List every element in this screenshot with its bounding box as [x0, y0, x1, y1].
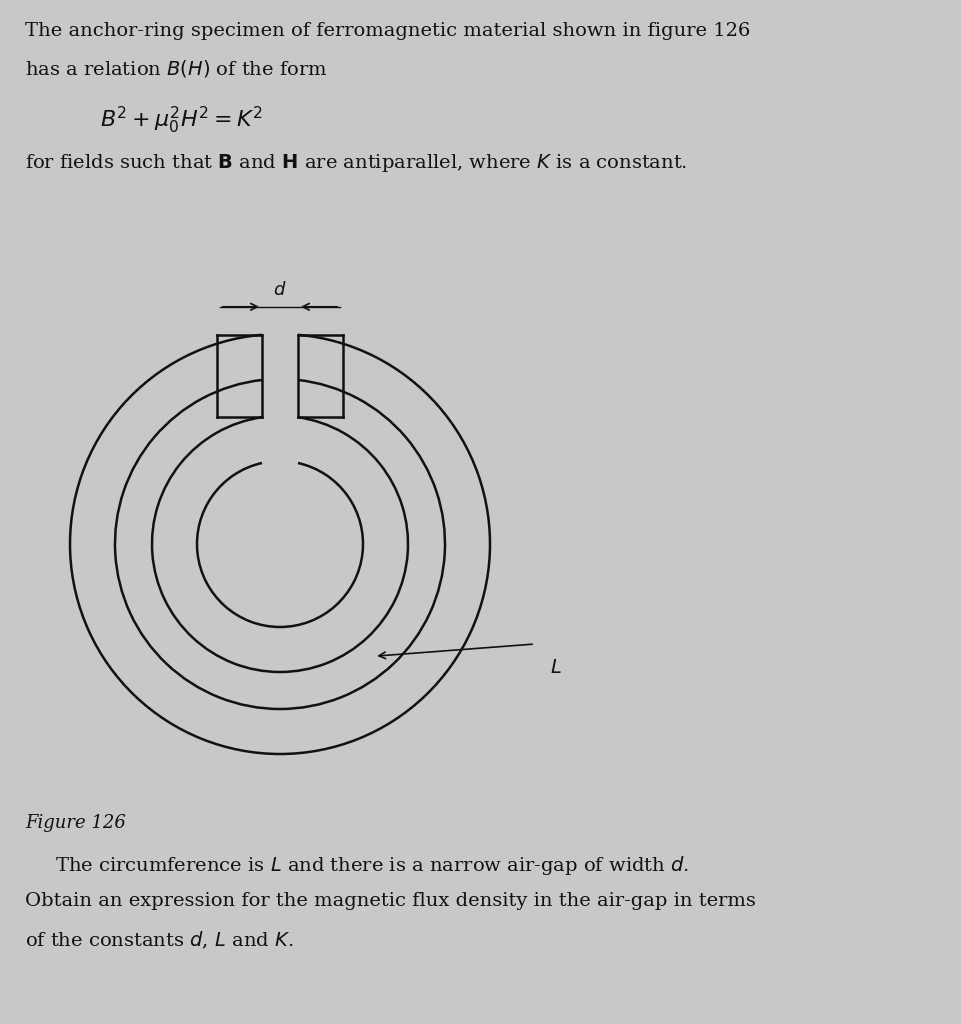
Text: has a relation $B(H)$ of the form: has a relation $B(H)$ of the form [25, 58, 328, 79]
Text: $B^2 + \mu_0^2 H^2 = K^2$: $B^2 + \mu_0^2 H^2 = K^2$ [100, 105, 262, 136]
Text: Obtain an expression for the magnetic flux density in the air-gap in terms: Obtain an expression for the magnetic fl… [25, 892, 756, 910]
Text: of the constants $d$, $L$ and $K$.: of the constants $d$, $L$ and $K$. [25, 930, 293, 951]
Text: The circumference is $L$ and there is a narrow air-gap of width $d$.: The circumference is $L$ and there is a … [55, 854, 689, 877]
Text: The anchor-ring specimen of ferromagnetic material shown in figure 126: The anchor-ring specimen of ferromagneti… [25, 22, 751, 40]
Text: Figure 126: Figure 126 [25, 814, 126, 831]
Text: $d$: $d$ [273, 281, 286, 299]
Text: for fields such that $\mathbf{B}$ and $\mathbf{H}$ are antiparallel, where $K$ i: for fields such that $\mathbf{B}$ and $\… [25, 152, 687, 174]
Text: $L$: $L$ [550, 659, 561, 677]
